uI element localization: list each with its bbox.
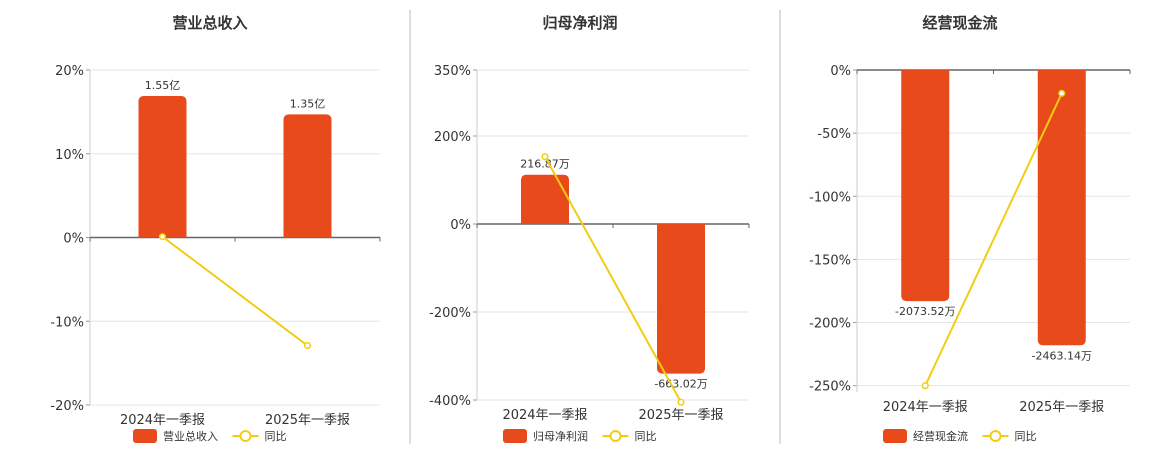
chart-panel: 营业总收入 20% 10% 0% -10% -20% 1.55亿 1.35亿 2024年一季报 2… (50, 14, 381, 443)
y-tick-label: 20% (55, 64, 84, 79)
chart-title: 营业总收入 (172, 14, 247, 32)
legend-label: 同比 (265, 430, 287, 443)
chart-title: 归母净利润 (542, 14, 617, 32)
yoy-point (677, 398, 685, 406)
y-tick-label: 0% (450, 218, 471, 233)
yoy-line (161, 235, 309, 347)
legend: 营业总收入 同比 (133, 429, 287, 443)
bar-base (1037, 70, 1086, 75)
legend: 经营现金流 同比 (883, 429, 1037, 443)
legend-swatch-marker (239, 430, 252, 442)
yoy-line (924, 92, 1063, 387)
legend-swatch-bar (883, 429, 907, 443)
y-tick-label: -50% (817, 127, 851, 142)
yoy-point (1058, 89, 1066, 97)
y-tick-label: -150% (809, 253, 851, 268)
y-tick-label: 0% (63, 232, 84, 247)
x-tick-label: 2024年一季报 (883, 400, 968, 415)
y-tick-label: -200% (429, 306, 471, 321)
y-tick-label: -250% (809, 380, 851, 395)
x-tick-label: 2025年一季报 (638, 408, 723, 423)
y-tick-label: -100% (809, 190, 851, 205)
data-label: -663.02万 (654, 378, 707, 391)
bar (521, 174, 569, 224)
data-label: 1.55亿 (145, 79, 181, 92)
yoy-point (921, 382, 929, 390)
legend-label: 营业总收入 (163, 429, 218, 443)
y-tick-label: 0% (830, 64, 851, 79)
y-tick-label: -400% (429, 394, 471, 409)
data-label: 216.87万 (520, 158, 570, 171)
yoy-point (158, 233, 167, 241)
yoy-point (541, 153, 549, 161)
data-label: -2073.52万 (895, 305, 955, 318)
bar (138, 95, 187, 238)
legend-label: 同比 (1015, 430, 1037, 443)
y-tick-label: 10% (55, 148, 84, 163)
y-tick-label: 350% (434, 64, 471, 79)
y-tick-label: -10% (50, 315, 84, 330)
legend-swatch-bar (503, 429, 527, 443)
bar (901, 70, 950, 302)
chart-panel: 归母净利润 350% 200% 0% -200% -400% 216.87万 -663.02万… (429, 14, 750, 443)
bar (283, 114, 332, 238)
y-tick-label: -20% (50, 399, 84, 414)
bar-base (657, 224, 705, 229)
yoy-line (544, 156, 682, 403)
bar-base (901, 70, 950, 75)
bar (657, 224, 705, 374)
data-label: -2463.14万 (1032, 349, 1092, 362)
bar-base (283, 232, 332, 238)
x-tick-label: 2024年一季报 (120, 413, 205, 428)
legend-swatch-bar (133, 429, 157, 443)
data-label: 1.35亿 (290, 97, 326, 110)
bar-base (521, 219, 569, 224)
legend-label: 同比 (635, 430, 657, 443)
x-tick-label: 2025年一季报 (265, 413, 350, 428)
legend-label: 归母净利润 (533, 429, 588, 443)
x-tick-label: 2024年一季报 (502, 408, 587, 423)
legend-label: 经营现金流 (913, 429, 968, 443)
legend-swatch-marker (989, 430, 1002, 442)
x-tick-label: 2025年一季报 (1019, 400, 1104, 415)
y-tick-label: 200% (434, 130, 471, 145)
legend-swatch-marker (609, 430, 622, 442)
yoy-point (303, 341, 312, 350)
y-tick-label: -200% (809, 317, 851, 332)
bar (1037, 70, 1086, 346)
legend: 归母净利润 同比 (503, 429, 657, 443)
chart-panel: 经营现金流 0% -50% -100% -150% -200% -250% -2073.52万… (809, 14, 1131, 443)
chart-title: 经营现金流 (922, 14, 997, 32)
